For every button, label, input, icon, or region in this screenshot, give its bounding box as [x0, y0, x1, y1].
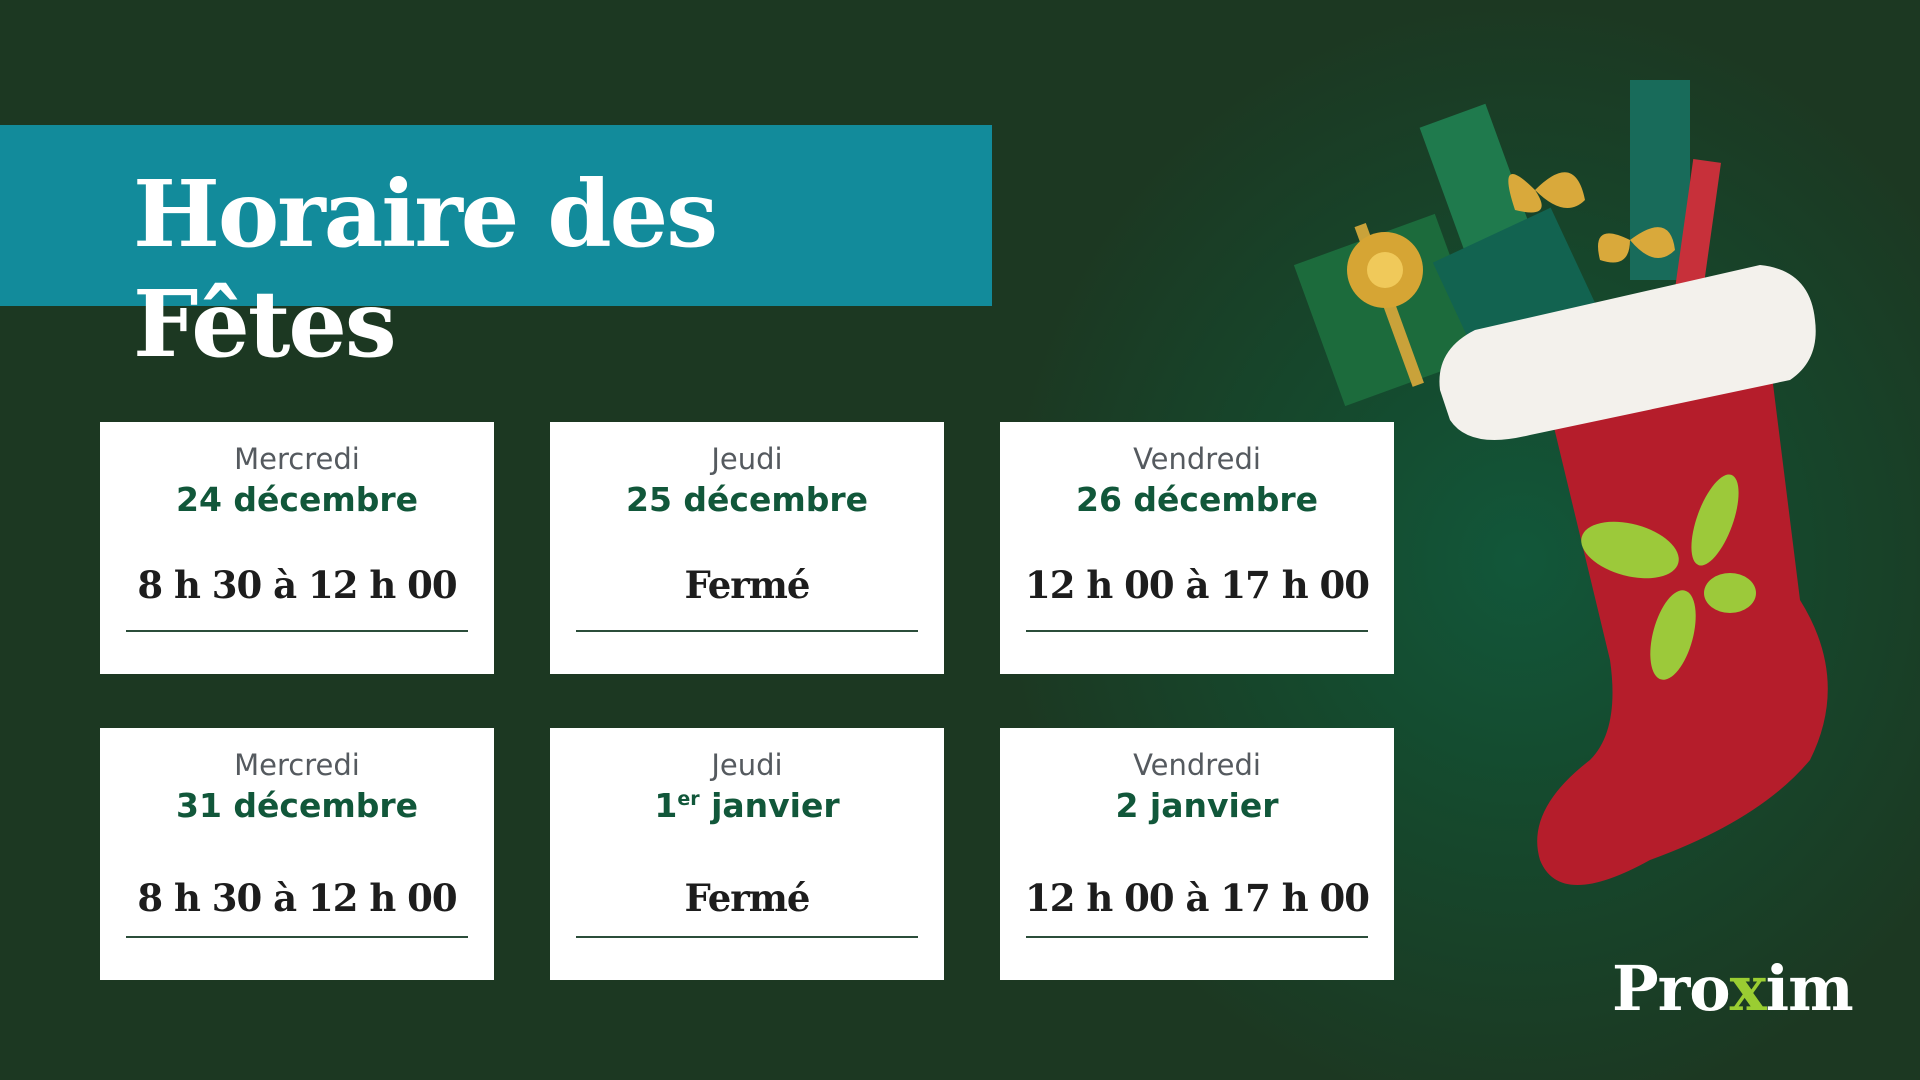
divider — [576, 630, 918, 632]
divider — [1026, 936, 1368, 938]
stocking-cuff — [1439, 265, 1816, 440]
title-banner: Horaire des Fêtes — [0, 125, 992, 378]
hours-label: 8 h 30 à 12 h 00 — [137, 563, 457, 607]
divider — [576, 936, 918, 938]
day-label: Mercredi — [234, 748, 360, 782]
date-month: janvier — [699, 786, 840, 825]
schedule-card: Vendredi 26 décembre 12 h 00 à 17 h 00 — [1000, 422, 1394, 674]
christmas-stocking-illustration — [1293, 80, 1828, 885]
logo-accent: x — [1729, 952, 1767, 1025]
hours-label: 12 h 00 à 17 h 00 — [1024, 876, 1370, 920]
divider — [126, 630, 468, 632]
hours-label: Fermé — [684, 563, 811, 607]
schedule-card: Vendredi 2 janvier 12 h 00 à 17 h 00 — [1000, 728, 1394, 980]
hours-label: 12 h 00 à 17 h 00 — [1024, 563, 1370, 607]
logo-text: Pro — [1612, 952, 1731, 1025]
hours-label: 8 h 30 à 12 h 00 — [137, 876, 457, 920]
divider — [126, 936, 468, 938]
logo-text: im — [1765, 952, 1854, 1025]
date-label: 26 décembre — [1075, 480, 1319, 519]
proxim-logo: Proxim — [1612, 952, 1854, 1025]
day-label: Jeudi — [711, 748, 783, 782]
date-label: 1er janvier — [550, 786, 944, 825]
day-label: Mercredi — [234, 442, 360, 476]
date-label: 24 décembre — [175, 480, 419, 519]
schedule-card: Jeudi 25 décembre Fermé — [550, 422, 944, 674]
schedule-card: Jeudi 1er janvier Fermé — [550, 728, 944, 980]
divider — [1026, 630, 1368, 632]
day-label: Jeudi — [711, 442, 783, 476]
date-label: 31 décembre — [175, 786, 419, 825]
gift-boxes-icon — [1293, 80, 1721, 407]
hours-label: Fermé — [684, 876, 811, 920]
day-label: Vendredi — [1133, 442, 1261, 476]
schedule-card: Mercredi 31 décembre 8 h 30 à 12 h 00 — [100, 728, 494, 980]
date-number: 1 — [654, 786, 678, 825]
page-title: Horaire des Fêtes — [133, 160, 718, 378]
date-label: 25 décembre — [625, 480, 869, 519]
date-label: 2 janvier — [1115, 786, 1279, 825]
day-label: Vendredi — [1133, 748, 1261, 782]
date-ordinal: er — [677, 788, 700, 810]
proxim-leaf-icon — [1581, 474, 1756, 680]
schedule-card: Mercredi 24 décembre 8 h 30 à 12 h 00 — [100, 422, 494, 674]
